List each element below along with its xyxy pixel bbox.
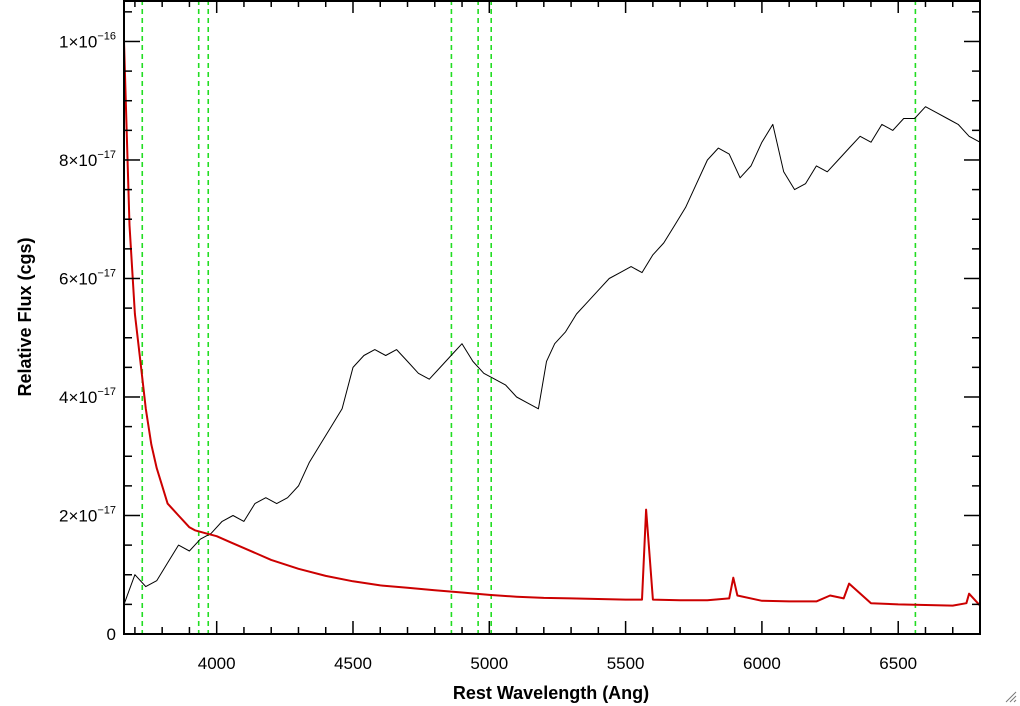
- y-tick-label: 2×10−17: [59, 504, 116, 525]
- spectrum-line: [123, 106, 981, 605]
- sky-model-line: [123, 41, 981, 607]
- plot-series: [123, 41, 981, 607]
- y-tick-labels: 02×10−174×10−176×10−178×10−171×10−16: [59, 30, 116, 644]
- plot-frame: [123, 0, 981, 635]
- resize-grip-icon[interactable]: [1005, 691, 1017, 703]
- y-tick-label: 8×10−17: [59, 149, 116, 170]
- y-tick-mantissa: 1×10: [59, 32, 97, 51]
- x-tick-label: 5500: [607, 654, 645, 673]
- y-tick-mantissa: 8×10: [59, 151, 97, 170]
- y-tick-exponent: −17: [97, 386, 116, 398]
- y-tick-exponent: −16: [97, 30, 116, 42]
- y-tick-mantissa: 6×10: [59, 269, 97, 288]
- y-tick-label: 0: [107, 625, 116, 644]
- x-tick-labels: 4000 4500 5000 5500 6000 6500: [198, 654, 917, 673]
- y-tick-exponent: −17: [97, 149, 116, 161]
- y-tick-mantissa: 2×10: [59, 506, 97, 525]
- x-tick-label: 6000: [743, 654, 781, 673]
- y-tick-mantissa: 0: [107, 625, 116, 644]
- reference-lines: [141, 0, 917, 634]
- y-tick-label: 1×10−16: [59, 30, 116, 51]
- x-tick-label: 4000: [198, 654, 236, 673]
- y-tick-exponent: −17: [97, 267, 116, 279]
- axis-ticks: [124, 0, 981, 635]
- x-tick-label: 6500: [879, 654, 917, 673]
- x-axis-title: Rest Wavelength (Ang): [453, 683, 649, 703]
- x-tick-label: 5000: [470, 654, 508, 673]
- y-tick-mantissa: 4×10: [59, 388, 97, 407]
- y-tick-label: 6×10−17: [59, 267, 116, 288]
- y-tick-exponent: −17: [97, 504, 116, 516]
- x-tick-label: 4500: [334, 654, 372, 673]
- y-tick-label: 4×10−17: [59, 386, 116, 407]
- y-axis-title: Relative Flux (cgs): [15, 237, 35, 396]
